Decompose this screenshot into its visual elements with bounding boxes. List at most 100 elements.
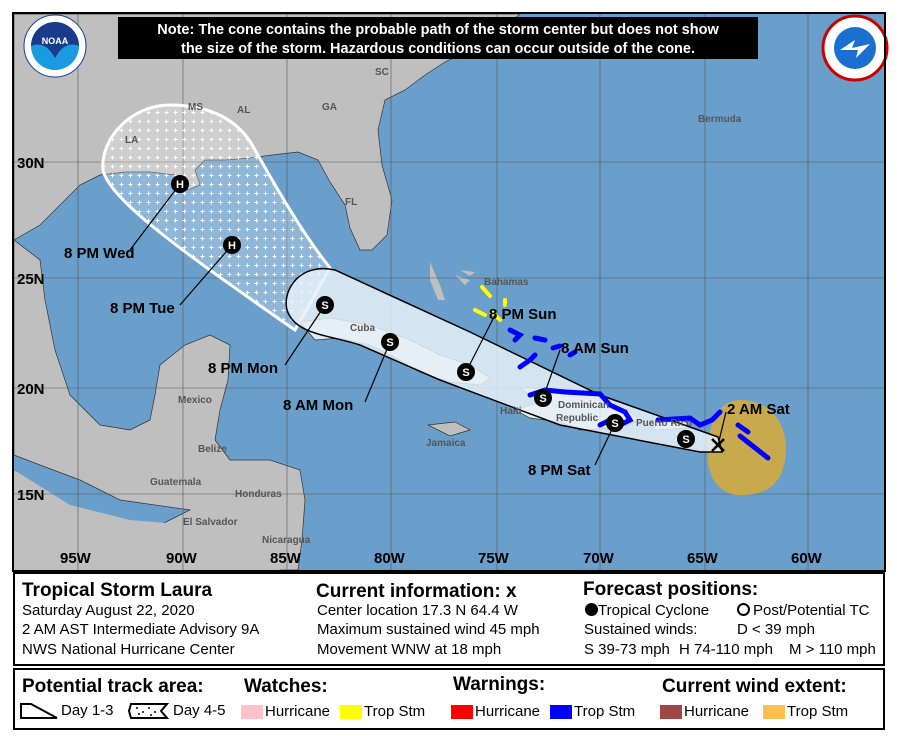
svg-text:S: S bbox=[321, 300, 328, 312]
label-nicaragua: Nicaragua bbox=[262, 535, 311, 546]
note-line-2: the size of the storm. Hazardous conditi… bbox=[181, 41, 695, 57]
svg-text:15N: 15N bbox=[17, 487, 45, 504]
label-bahamas: Bahamas bbox=[484, 277, 529, 288]
svg-text:80W: 80W bbox=[374, 550, 406, 567]
label-cuba: Cuba bbox=[350, 323, 375, 334]
legend-m: M > 110 mph bbox=[789, 641, 876, 658]
legend-ptc: Post/Potential TC bbox=[737, 602, 869, 619]
ts-wind-extent bbox=[707, 400, 786, 495]
land-mexico-central-america bbox=[14, 239, 306, 570]
svg-text:NOAA: NOAA bbox=[42, 36, 69, 46]
label-dominican: Dominican bbox=[558, 400, 609, 411]
label-fl: FL bbox=[345, 197, 357, 208]
current-position-icon: x bbox=[506, 581, 517, 602]
label-el-salvador: El Salvador bbox=[183, 517, 238, 528]
legend-ts-watch: Trop Stm bbox=[340, 703, 425, 720]
forecast-point-h: H bbox=[223, 236, 241, 254]
label-ga: GA bbox=[322, 102, 337, 113]
label-8pm-wed: 8 PM Wed bbox=[64, 245, 135, 262]
label-republic: Republic bbox=[556, 413, 599, 424]
svg-text:70W: 70W bbox=[583, 550, 615, 567]
svg-text:H: H bbox=[228, 240, 236, 252]
cone-day13-icon bbox=[20, 703, 58, 719]
forecast-point-s: S bbox=[534, 389, 552, 407]
forecast-point-s: S bbox=[606, 414, 624, 432]
land-bahamas bbox=[430, 262, 475, 300]
legend-hurricane-watch: Hurricane bbox=[241, 703, 330, 720]
legend-panel: Potential track area: Day 1-3 Day 4-5 Wa… bbox=[13, 668, 885, 730]
cone-day-4-5 bbox=[101, 103, 332, 333]
label-puerto-rico: Puerto Rico bbox=[636, 418, 692, 429]
lon-labels: 95W 90W 85W 80W 75W 70W 65W 60W bbox=[60, 550, 823, 567]
label-bermuda: Bermuda bbox=[698, 114, 742, 125]
watches-title: Watches: bbox=[244, 676, 328, 697]
label-honduras: Honduras bbox=[235, 489, 282, 500]
svg-text:85W: 85W bbox=[270, 550, 302, 567]
map: MS AL GA SC LA FL Bermuda Bahamas Cuba M… bbox=[12, 12, 889, 572]
center-location: Center location 17.3 N 64.4 W bbox=[317, 602, 518, 619]
legend-day13: Day 1-3 bbox=[19, 700, 114, 722]
svg-text:60W: 60W bbox=[791, 550, 823, 567]
movement: Movement WNW at 18 mph bbox=[317, 641, 502, 658]
filled-circle-icon bbox=[585, 603, 598, 616]
svg-text:S: S bbox=[386, 337, 393, 349]
legend-hurricane-wind: Hurricane bbox=[660, 703, 749, 720]
svg-text:90W: 90W bbox=[166, 550, 198, 567]
legend-hurricane-warning: Hurricane bbox=[451, 703, 540, 720]
note-box bbox=[118, 17, 758, 59]
legend-h: H 74-110 mph bbox=[679, 641, 773, 658]
label-8am-mon: 8 AM Mon bbox=[283, 397, 353, 414]
label-8am-sun: 8 AM Sun bbox=[561, 340, 629, 357]
forecast-point-s: S bbox=[677, 430, 695, 448]
storm-name: Tropical Storm Laura bbox=[22, 580, 213, 601]
svg-text:H: H bbox=[176, 179, 184, 191]
cone-day45-icon bbox=[127, 703, 170, 719]
forecast-point-h: H bbox=[171, 175, 189, 193]
lat-labels: 30N 25N 20N 15N bbox=[17, 155, 45, 504]
point-labels: 2 AM Sat 8 PM Sat 8 AM Sun 8 PM Sun 8 AM… bbox=[64, 245, 790, 479]
legend-ts-warning: Trop Stm bbox=[550, 703, 635, 720]
current-info-title: Current information: x bbox=[316, 581, 517, 602]
land-jamaica bbox=[426, 421, 471, 437]
label-la: LA bbox=[125, 135, 138, 146]
legend-day45: Day 4-5 bbox=[127, 700, 226, 722]
forecast-point-x bbox=[711, 438, 725, 452]
label-2am-sat: 2 AM Sat bbox=[727, 401, 790, 418]
svg-text:S: S bbox=[539, 393, 546, 405]
forecast-point-s: S bbox=[316, 296, 334, 314]
geo-labels: MS AL GA SC LA FL Bermuda Bahamas Cuba M… bbox=[125, 67, 742, 546]
track-area-title: Potential track area: bbox=[22, 676, 204, 697]
ts-watches bbox=[473, 285, 507, 322]
noaa-logo: NOAA bbox=[23, 14, 87, 78]
land-lower-left bbox=[14, 470, 280, 570]
issuer: NWS National Hurricane Center bbox=[22, 641, 235, 658]
svg-text:S: S bbox=[611, 418, 618, 430]
forecast-title: Forecast positions: bbox=[583, 579, 759, 600]
forecast-points: S S S S S S H H bbox=[171, 175, 725, 452]
advisory-date: Saturday August 22, 2020 bbox=[22, 602, 195, 619]
forecast-point-s: S bbox=[457, 363, 475, 381]
label-mexico: Mexico bbox=[178, 395, 212, 406]
label-8pm-sat: 8 PM Sat bbox=[528, 462, 591, 479]
open-circle-icon bbox=[737, 603, 750, 616]
nws-logo bbox=[821, 14, 889, 82]
label-8pm-mon: 8 PM Mon bbox=[208, 360, 278, 377]
label-sc: SC bbox=[375, 67, 389, 78]
max-wind: Maximum sustained wind 45 mph bbox=[317, 621, 540, 638]
label-ms: MS bbox=[188, 102, 203, 113]
svg-text:25N: 25N bbox=[17, 271, 45, 288]
label-jamaica: Jamaica bbox=[426, 438, 466, 449]
svg-text:30N: 30N bbox=[17, 155, 45, 172]
svg-text:S: S bbox=[462, 367, 469, 379]
label-guatemala: Guatemala bbox=[150, 477, 202, 488]
advisory-number: 2 AM AST Intermediate Advisory 9A bbox=[22, 621, 260, 638]
svg-text:95W: 95W bbox=[60, 550, 92, 567]
svg-text:S: S bbox=[682, 434, 689, 446]
svg-text:20N: 20N bbox=[17, 381, 45, 398]
label-belize: Belize bbox=[198, 444, 227, 455]
legend-s: S 39-73 mph bbox=[584, 641, 670, 658]
label-8pm-sun: 8 PM Sun bbox=[489, 306, 557, 323]
legend-d: D < 39 mph bbox=[737, 621, 815, 638]
note-line-1: Note: The cone contains the probable pat… bbox=[157, 22, 719, 38]
